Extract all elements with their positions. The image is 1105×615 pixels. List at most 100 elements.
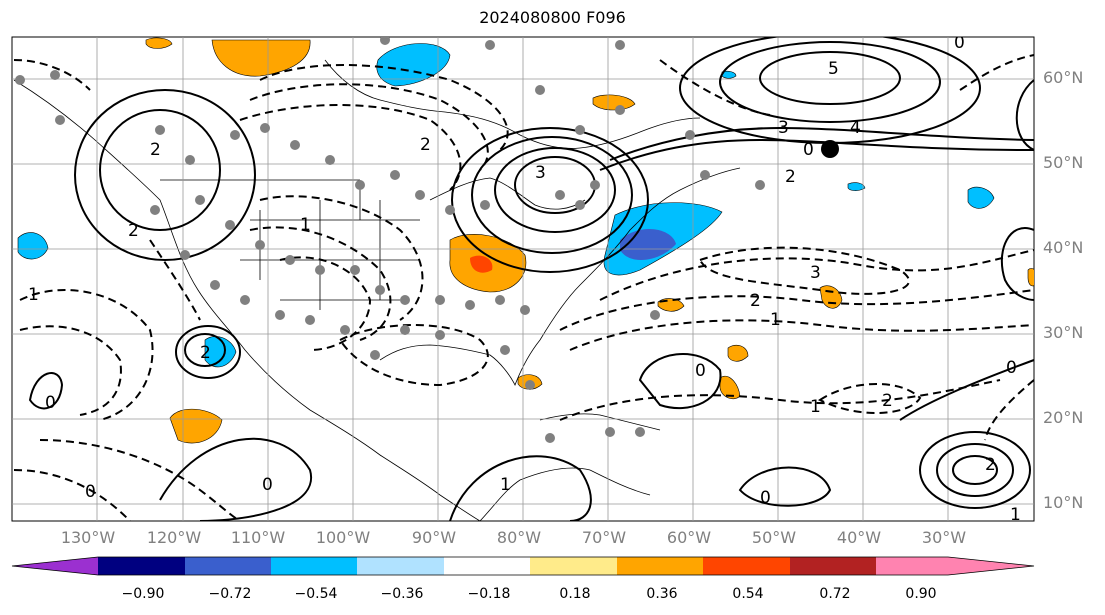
- contour-neg-subtropic-3: [698, 246, 910, 295]
- lon-label: 120°W: [146, 528, 202, 547]
- contour-neg-hudson-3: [239, 104, 462, 191]
- contour-neg-east-1: [984, 379, 1034, 441]
- contour-zero-atlantic: [738, 466, 832, 507]
- lon-label: 110°W: [230, 528, 286, 547]
- colorbar-tick-label: −0.36: [380, 586, 424, 602]
- lon-label: 70°W: [581, 528, 627, 547]
- contour-neg-pacific-4: [13, 469, 131, 521]
- contour-neg-rockies: [149, 239, 201, 321]
- colorbar-tick-label: 0.18: [559, 586, 591, 602]
- map-title: 2024080800 F096: [479, 8, 626, 27]
- contour-label: 4: [850, 118, 861, 138]
- contour-zero-central-america: [449, 455, 592, 521]
- contour-label: 0: [954, 33, 965, 53]
- colorbar-bin: [357, 557, 444, 575]
- contour-neg-north-1: [659, 59, 771, 116]
- contour-label: 0: [760, 488, 771, 508]
- contour-label: 1: [500, 475, 511, 495]
- contour-label: 1: [810, 397, 821, 417]
- shade-negative-mid-atlantic: [967, 186, 995, 209]
- contour-label: 2: [200, 343, 211, 363]
- colorbar-bin: [703, 557, 790, 575]
- lon-label: 60°W: [666, 528, 712, 547]
- colorbar: [11, 556, 1035, 576]
- shade-positive-newfoundland: [592, 94, 636, 111]
- colorbar-bin: [271, 557, 357, 575]
- contour-high-north-atlantic-1: [759, 51, 901, 105]
- contour-neg-hudson-1: [259, 64, 509, 151]
- contour-high-west-2: [74, 89, 256, 261]
- colorbar-bin: [185, 557, 271, 575]
- contour-label: 2: [128, 221, 139, 241]
- colorbar-tick-label: 0.54: [732, 586, 764, 602]
- contour-jet-2: [609, 126, 1034, 161]
- lon-label: 40°W: [836, 528, 882, 547]
- contour-low-east-1: [952, 455, 998, 485]
- contour-neg-pacific-1: [19, 289, 154, 421]
- colorbar-tick-label: −0.72: [208, 586, 252, 602]
- shade-negative-small-atlantic: [847, 182, 866, 191]
- contour-label: 3: [810, 263, 821, 283]
- shade-strong-positive-great-lakes: [470, 255, 493, 273]
- contour-zero-west: [28, 372, 64, 410]
- colorbar-extend-high: [876, 557, 1034, 575]
- lon-label: 50°W: [751, 528, 797, 547]
- lat-label: 20°N: [1043, 408, 1084, 427]
- contour-low-east-2: [936, 443, 1014, 497]
- contour-label: 3: [778, 118, 789, 138]
- negative-contours: [13, 54, 1034, 521]
- contour-label: 2: [882, 391, 893, 411]
- shade-negative-west-pacific: [17, 232, 49, 260]
- contour-zero-mid: [899, 359, 1034, 421]
- lon-label: 80°W: [496, 528, 542, 547]
- contour-neg-atlantic-2: [818, 382, 922, 414]
- contour-label: 2: [750, 291, 761, 311]
- lon-label: 30°W: [921, 528, 967, 547]
- shade-positive-east-edge: [1027, 268, 1034, 287]
- contour-neg-hudson-2: [249, 83, 489, 171]
- colorbar-tick-label: 0.90: [905, 586, 937, 602]
- colorbar-extend-low: [12, 557, 98, 575]
- contour-label: 1: [1010, 505, 1021, 525]
- contour-label: 0: [695, 361, 706, 381]
- contour-label: 1: [770, 310, 781, 330]
- contour-label: 2: [420, 135, 431, 155]
- contour-neg-plains-1: [259, 195, 424, 321]
- contour-label: 0: [1006, 358, 1017, 378]
- lat-label: 60°N: [1043, 68, 1084, 87]
- colorbar-bin: [617, 557, 703, 575]
- colorbar-bin: [530, 557, 617, 575]
- station-markers: [15, 37, 765, 443]
- contour-zero-east-1: [1000, 227, 1034, 301]
- contour-low-great-lakes-2: [494, 147, 616, 233]
- colorbar-tick-label: 0.72: [819, 586, 851, 602]
- contour-neg-plains-3: [279, 256, 372, 351]
- contour-label-set: 4 3 2 0 5 3 2 1 2 1 3 2 1 2 2 1 0 0 0 0 …: [28, 33, 1021, 525]
- colorbar-tick-label: −0.54: [294, 586, 338, 602]
- contour-zero-pacific: [159, 437, 313, 521]
- contour-neg-pacific-3: [39, 439, 241, 521]
- colorbar-bin: [444, 557, 530, 575]
- lon-label: 130°W: [60, 528, 116, 547]
- contour-neg-pacific-2: [19, 325, 122, 416]
- colorbar-tick-label: 0.36: [646, 586, 678, 602]
- shade-positive-canada: [211, 39, 311, 77]
- shade-positive-pacific-nw: [145, 37, 173, 49]
- contour-jet-1: [599, 138, 1034, 171]
- contour-low-great-lakes-4: [451, 127, 649, 273]
- primary-location-marker: [821, 140, 839, 158]
- shade-negative-small-labrador: [721, 70, 737, 79]
- contour-label: 0: [803, 140, 814, 160]
- contour-label: 5: [828, 59, 839, 79]
- contour-zero-subtropic: [638, 353, 722, 410]
- lon-label: 100°W: [315, 528, 371, 547]
- colorbar-tick-label: −0.18: [467, 586, 511, 602]
- contour-neg-plains-2: [249, 226, 392, 341]
- contour-label: 2: [785, 167, 796, 187]
- contour-label: 1: [28, 285, 39, 305]
- colorbar-bin: [790, 557, 876, 575]
- contour-zero-east-2: [1015, 79, 1034, 151]
- contour-neg-subtropic-1: [559, 289, 1034, 331]
- gridlines: [12, 37, 1034, 521]
